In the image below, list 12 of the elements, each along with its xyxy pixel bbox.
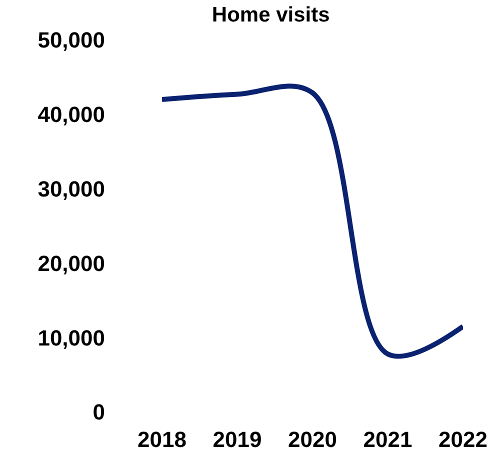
y-tick-label: 20,000: [38, 250, 105, 276]
x-tick-label: 2020: [288, 427, 337, 452]
x-tick-label: 2021: [363, 427, 412, 452]
x-tick-label: 2019: [212, 427, 262, 452]
y-tick-label: 40,000: [38, 102, 105, 128]
y-tick-label: 0: [92, 400, 105, 425]
y-tick-label: 10,000: [38, 325, 105, 350]
chart-title: Home visits: [212, 4, 330, 27]
y-tick-label: 30,000: [38, 176, 105, 202]
y-tick-label: 50,000: [38, 28, 105, 53]
x-tick-label: 2022: [438, 427, 488, 452]
x-tick-label: 2018: [138, 427, 186, 452]
